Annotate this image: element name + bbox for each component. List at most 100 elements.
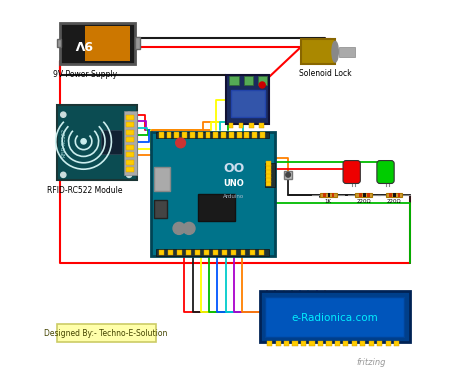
FancyBboxPatch shape [241,250,246,255]
FancyBboxPatch shape [260,291,410,342]
FancyBboxPatch shape [339,47,355,57]
FancyBboxPatch shape [259,250,264,255]
FancyBboxPatch shape [252,132,257,138]
Circle shape [286,173,291,177]
FancyBboxPatch shape [126,122,134,127]
FancyBboxPatch shape [245,132,249,138]
FancyBboxPatch shape [367,193,370,197]
Text: RFID-RC522: RFID-RC522 [62,128,66,158]
FancyBboxPatch shape [101,130,122,154]
FancyBboxPatch shape [195,250,200,255]
FancyBboxPatch shape [377,341,383,346]
FancyBboxPatch shape [126,145,134,150]
FancyBboxPatch shape [174,132,179,138]
FancyBboxPatch shape [56,105,137,180]
FancyBboxPatch shape [301,39,335,64]
FancyBboxPatch shape [237,132,242,138]
FancyBboxPatch shape [249,123,254,128]
FancyBboxPatch shape [126,167,134,172]
FancyBboxPatch shape [266,177,271,182]
FancyBboxPatch shape [85,26,130,61]
Text: 9V: 9V [74,37,92,50]
FancyBboxPatch shape [159,132,164,138]
FancyBboxPatch shape [182,132,187,138]
FancyBboxPatch shape [151,132,274,256]
FancyBboxPatch shape [301,341,306,346]
FancyBboxPatch shape [213,132,218,138]
FancyBboxPatch shape [335,341,340,346]
FancyBboxPatch shape [204,250,209,255]
FancyBboxPatch shape [126,152,134,157]
Text: 1K: 1K [325,199,331,204]
FancyBboxPatch shape [231,250,237,255]
FancyBboxPatch shape [259,123,264,128]
FancyBboxPatch shape [229,76,239,85]
Circle shape [61,172,66,177]
Text: 9V Power Supply: 9V Power Supply [53,70,117,79]
FancyBboxPatch shape [60,23,136,64]
FancyBboxPatch shape [198,132,202,138]
Circle shape [176,138,185,148]
FancyBboxPatch shape [56,324,156,342]
FancyBboxPatch shape [154,167,170,191]
FancyBboxPatch shape [213,250,218,255]
Circle shape [127,172,132,177]
FancyBboxPatch shape [393,193,396,197]
FancyBboxPatch shape [250,250,255,255]
FancyBboxPatch shape [385,341,391,346]
FancyBboxPatch shape [332,193,334,197]
FancyBboxPatch shape [266,161,271,166]
Text: RFID-RC522 Module: RFID-RC522 Module [47,186,122,195]
FancyBboxPatch shape [275,341,281,346]
Circle shape [173,222,185,234]
Text: UNO: UNO [223,179,244,188]
FancyBboxPatch shape [229,132,234,138]
FancyBboxPatch shape [190,132,195,138]
FancyBboxPatch shape [265,297,404,337]
FancyBboxPatch shape [206,132,210,138]
Text: OO: OO [223,162,244,175]
FancyBboxPatch shape [124,111,137,175]
FancyBboxPatch shape [260,132,265,138]
FancyBboxPatch shape [244,76,253,85]
FancyBboxPatch shape [239,123,244,128]
FancyBboxPatch shape [156,249,269,256]
FancyBboxPatch shape [359,193,362,197]
FancyBboxPatch shape [398,193,400,197]
FancyBboxPatch shape [231,89,265,117]
Text: fritzing: fritzing [356,358,385,367]
FancyBboxPatch shape [177,250,182,255]
FancyBboxPatch shape [56,39,61,47]
FancyBboxPatch shape [265,162,274,187]
FancyBboxPatch shape [126,130,134,135]
FancyBboxPatch shape [369,341,374,346]
Text: 220Ω: 220Ω [386,199,401,204]
FancyBboxPatch shape [166,132,172,138]
FancyBboxPatch shape [310,341,315,346]
FancyBboxPatch shape [222,250,228,255]
Text: e-Radionica.com: e-Radionica.com [292,313,378,323]
FancyBboxPatch shape [284,341,289,346]
FancyBboxPatch shape [352,341,357,346]
FancyBboxPatch shape [136,37,140,50]
Text: Solenoid Lock: Solenoid Lock [299,69,352,78]
FancyBboxPatch shape [394,341,399,346]
Ellipse shape [332,41,338,62]
Circle shape [259,82,265,88]
Circle shape [127,112,132,117]
Text: 220Ω: 220Ω [356,199,371,204]
FancyBboxPatch shape [326,341,332,346]
FancyBboxPatch shape [159,250,164,255]
FancyBboxPatch shape [154,200,167,218]
FancyBboxPatch shape [323,193,326,197]
FancyBboxPatch shape [266,169,271,174]
Text: Arduino: Arduino [223,194,244,199]
FancyBboxPatch shape [229,123,233,128]
FancyBboxPatch shape [328,193,330,197]
Circle shape [61,112,66,117]
Circle shape [183,222,195,234]
FancyBboxPatch shape [186,250,191,255]
FancyBboxPatch shape [292,341,298,346]
FancyBboxPatch shape [126,137,134,142]
FancyBboxPatch shape [266,181,271,186]
